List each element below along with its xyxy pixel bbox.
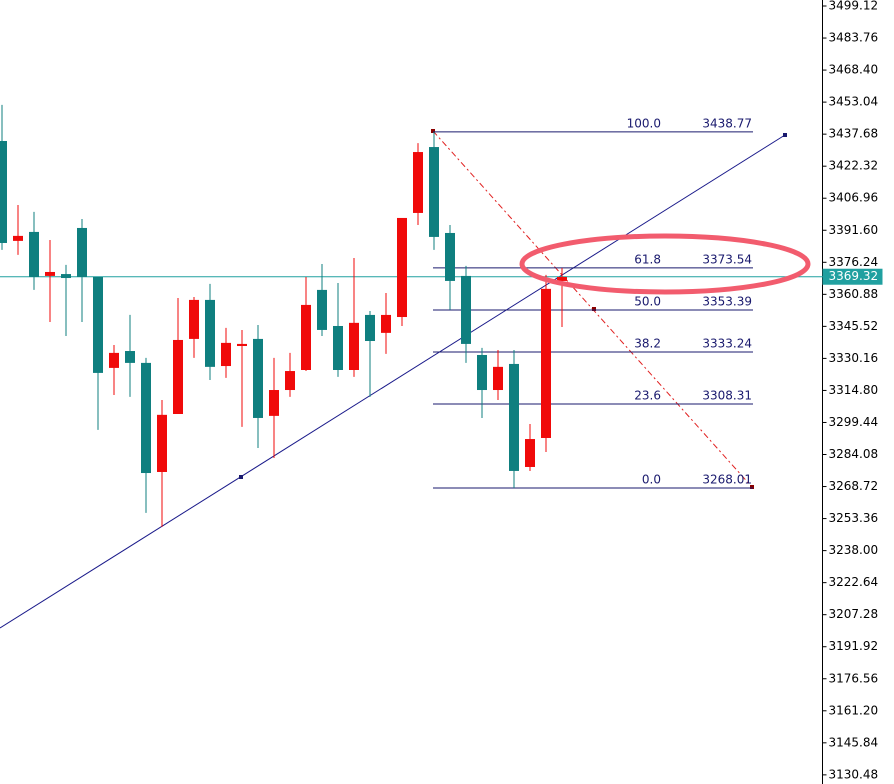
- candle-body: [93, 276, 103, 373]
- candle-body: [429, 147, 439, 237]
- y-tick-label: 3406.96: [829, 191, 879, 205]
- candle-body: [0, 140, 7, 243]
- fib-handle: [431, 129, 435, 133]
- candle-body: [189, 299, 199, 339]
- y-tick-label: 3207.28: [829, 607, 879, 621]
- y-tick-label: 3299.44: [829, 415, 879, 429]
- candle-body: [13, 235, 23, 241]
- y-tick-label: 3391.60: [829, 223, 879, 237]
- candle-body: [349, 322, 359, 370]
- candle-body: [557, 276, 567, 281]
- candle-body: [333, 325, 343, 370]
- candle-body: [61, 274, 71, 279]
- fib-price-label: 3438.77: [702, 116, 752, 130]
- candle-body: [157, 414, 167, 472]
- trend-handle: [783, 133, 787, 137]
- candle-body: [141, 362, 151, 474]
- y-tick-label: 3483.76: [829, 31, 879, 45]
- candle-body: [445, 232, 455, 281]
- candle-body: [125, 351, 135, 363]
- y-tick-label: 3314.80: [829, 383, 879, 397]
- fib-level-label: 23.6: [634, 388, 661, 402]
- current-price-box: [822, 268, 883, 285]
- candle-body: [301, 304, 311, 370]
- current-price-label: 3369.32: [829, 269, 879, 283]
- trend-handle: [239, 475, 243, 479]
- candle-body: [397, 217, 407, 318]
- candle-body: [461, 275, 471, 344]
- candle-body: [173, 339, 183, 415]
- fib-level-label: 61.8: [634, 252, 661, 266]
- candle-body: [381, 314, 391, 333]
- y-tick-label: 3268.72: [829, 479, 879, 493]
- plot-area: 3499.12 3483.76 3468.40 3453.04 3437.68 3422.…: [0, 0, 878, 781]
- y-tick-label: 3238.00: [829, 543, 879, 557]
- highlight-ellipse: [519, 233, 811, 295]
- y-tick-label: 3360.88: [829, 287, 879, 301]
- fib-level-label: 50.0: [634, 294, 661, 308]
- fib-price-label: 3333.24: [702, 336, 752, 350]
- fib-price-label: 3268.01: [702, 473, 752, 487]
- candle-body: [221, 342, 231, 367]
- fib-level-label: 0.0: [642, 473, 661, 487]
- fib-level-label: 38.2: [634, 336, 661, 350]
- y-tick-label: 3345.52: [829, 319, 879, 333]
- fib-level-label: 100.0: [627, 116, 661, 130]
- y-tick-label: 3453.04: [829, 95, 879, 109]
- candle-body: [45, 271, 55, 276]
- y-tick-label: 3468.40: [829, 63, 879, 77]
- candle-body: [285, 371, 295, 391]
- fib-handle: [592, 307, 596, 311]
- fib-price-label: 3308.31: [702, 388, 752, 402]
- fib-price-label: 3373.54: [702, 252, 752, 266]
- y-tick-label: 3499.12: [829, 0, 879, 13]
- candle-body: [541, 288, 551, 438]
- candle-body: [413, 152, 423, 213]
- trend-line: [0, 134, 786, 629]
- candle-body: [317, 289, 327, 330]
- y-tick-label: 3176.56: [829, 671, 879, 685]
- candle-body: [77, 227, 87, 277]
- y-tick-label: 3145.84: [829, 735, 879, 749]
- candle-body: [525, 439, 535, 467]
- candle-body: [109, 352, 119, 368]
- fib-price-label: 3353.39: [702, 294, 752, 308]
- candle-body: [29, 231, 39, 277]
- y-tick-label: 3222.64: [829, 575, 879, 589]
- y-tick-label: 3437.68: [829, 127, 879, 141]
- y-tick-label: 3376.24: [829, 255, 879, 269]
- candle-body: [477, 354, 487, 391]
- y-tick-label: 3284.08: [829, 447, 879, 461]
- fib-handle: [750, 485, 754, 489]
- y-tick-label: 3422.32: [829, 159, 879, 173]
- y-tick-label: 3330.16: [829, 351, 879, 365]
- candle-body: [253, 338, 263, 418]
- candle-body: [493, 366, 503, 391]
- candle-body: [509, 363, 519, 471]
- candle-body: [269, 390, 279, 416]
- candle-body: [365, 314, 375, 342]
- y-tick-label: 3161.20: [829, 703, 879, 717]
- y-tick-label: 3191.92: [829, 639, 879, 653]
- candle-body: [237, 343, 247, 347]
- candle-body: [205, 299, 215, 367]
- y-tick-label: 3253.36: [829, 511, 879, 525]
- y-tick-label: 3130.48: [829, 767, 879, 781]
